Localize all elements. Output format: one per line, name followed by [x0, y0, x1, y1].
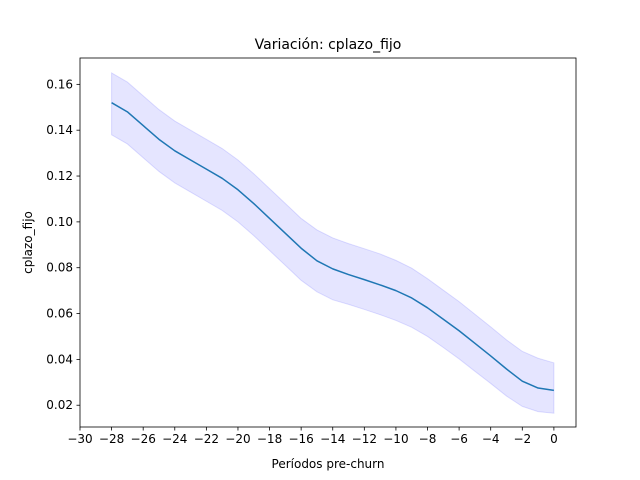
x-tick-label: −16	[288, 432, 313, 446]
confidence-band-layer	[111, 72, 555, 414]
x-tick-label: −26	[131, 432, 156, 446]
y-tick-label: 0.06	[46, 307, 73, 321]
y-tick-label: 0.04	[46, 352, 73, 366]
x-tick-label: −24	[162, 432, 187, 446]
x-tick-label: 0	[550, 432, 558, 446]
x-tick-label: −8	[419, 432, 437, 446]
x-axis-title: Períodos pre-churn	[272, 457, 385, 471]
x-tick-label: −10	[383, 432, 408, 446]
series-line	[111, 102, 554, 392]
y-tick-label: 0.02	[46, 398, 73, 412]
y-axis-ticks: 0.02 0.04 0.06 0.08 0.10 0.12 0.14 0.16	[46, 77, 80, 412]
y-tick-label: 0.12	[46, 169, 73, 183]
x-tick-label: −2	[513, 432, 531, 446]
x-axis-ticks: −30 −28 −26 −24 −22 −20 −18 −16 −14 −12 −10 −8 −6 −4−…	[67, 427, 558, 446]
x-tick-label: −28	[99, 432, 124, 446]
y-tick-label: 0.08	[46, 261, 73, 275]
x-tick-label: −4	[482, 432, 500, 446]
y-tick-label: 0.10	[46, 215, 73, 229]
y-axis-title: cplazo_fijo	[21, 211, 35, 274]
x-tick-label: −6	[450, 432, 468, 446]
x-tick-label: −22	[194, 432, 219, 446]
y-tick-label: 0.16	[46, 77, 73, 91]
x-tick-label: −14	[320, 432, 345, 446]
confidence-band	[111, 72, 555, 414]
x-tick-label: −30	[67, 432, 92, 446]
chart-title: Variación: cplazo_fijo	[255, 37, 402, 53]
x-tick-label: −20	[225, 432, 250, 446]
plot-frame	[79, 57, 577, 428]
y-tick-label: 0.14	[46, 123, 73, 137]
x-tick-label: −12	[352, 432, 377, 446]
series-line-layer	[111, 102, 554, 392]
x-tick-label: −18	[257, 432, 282, 446]
